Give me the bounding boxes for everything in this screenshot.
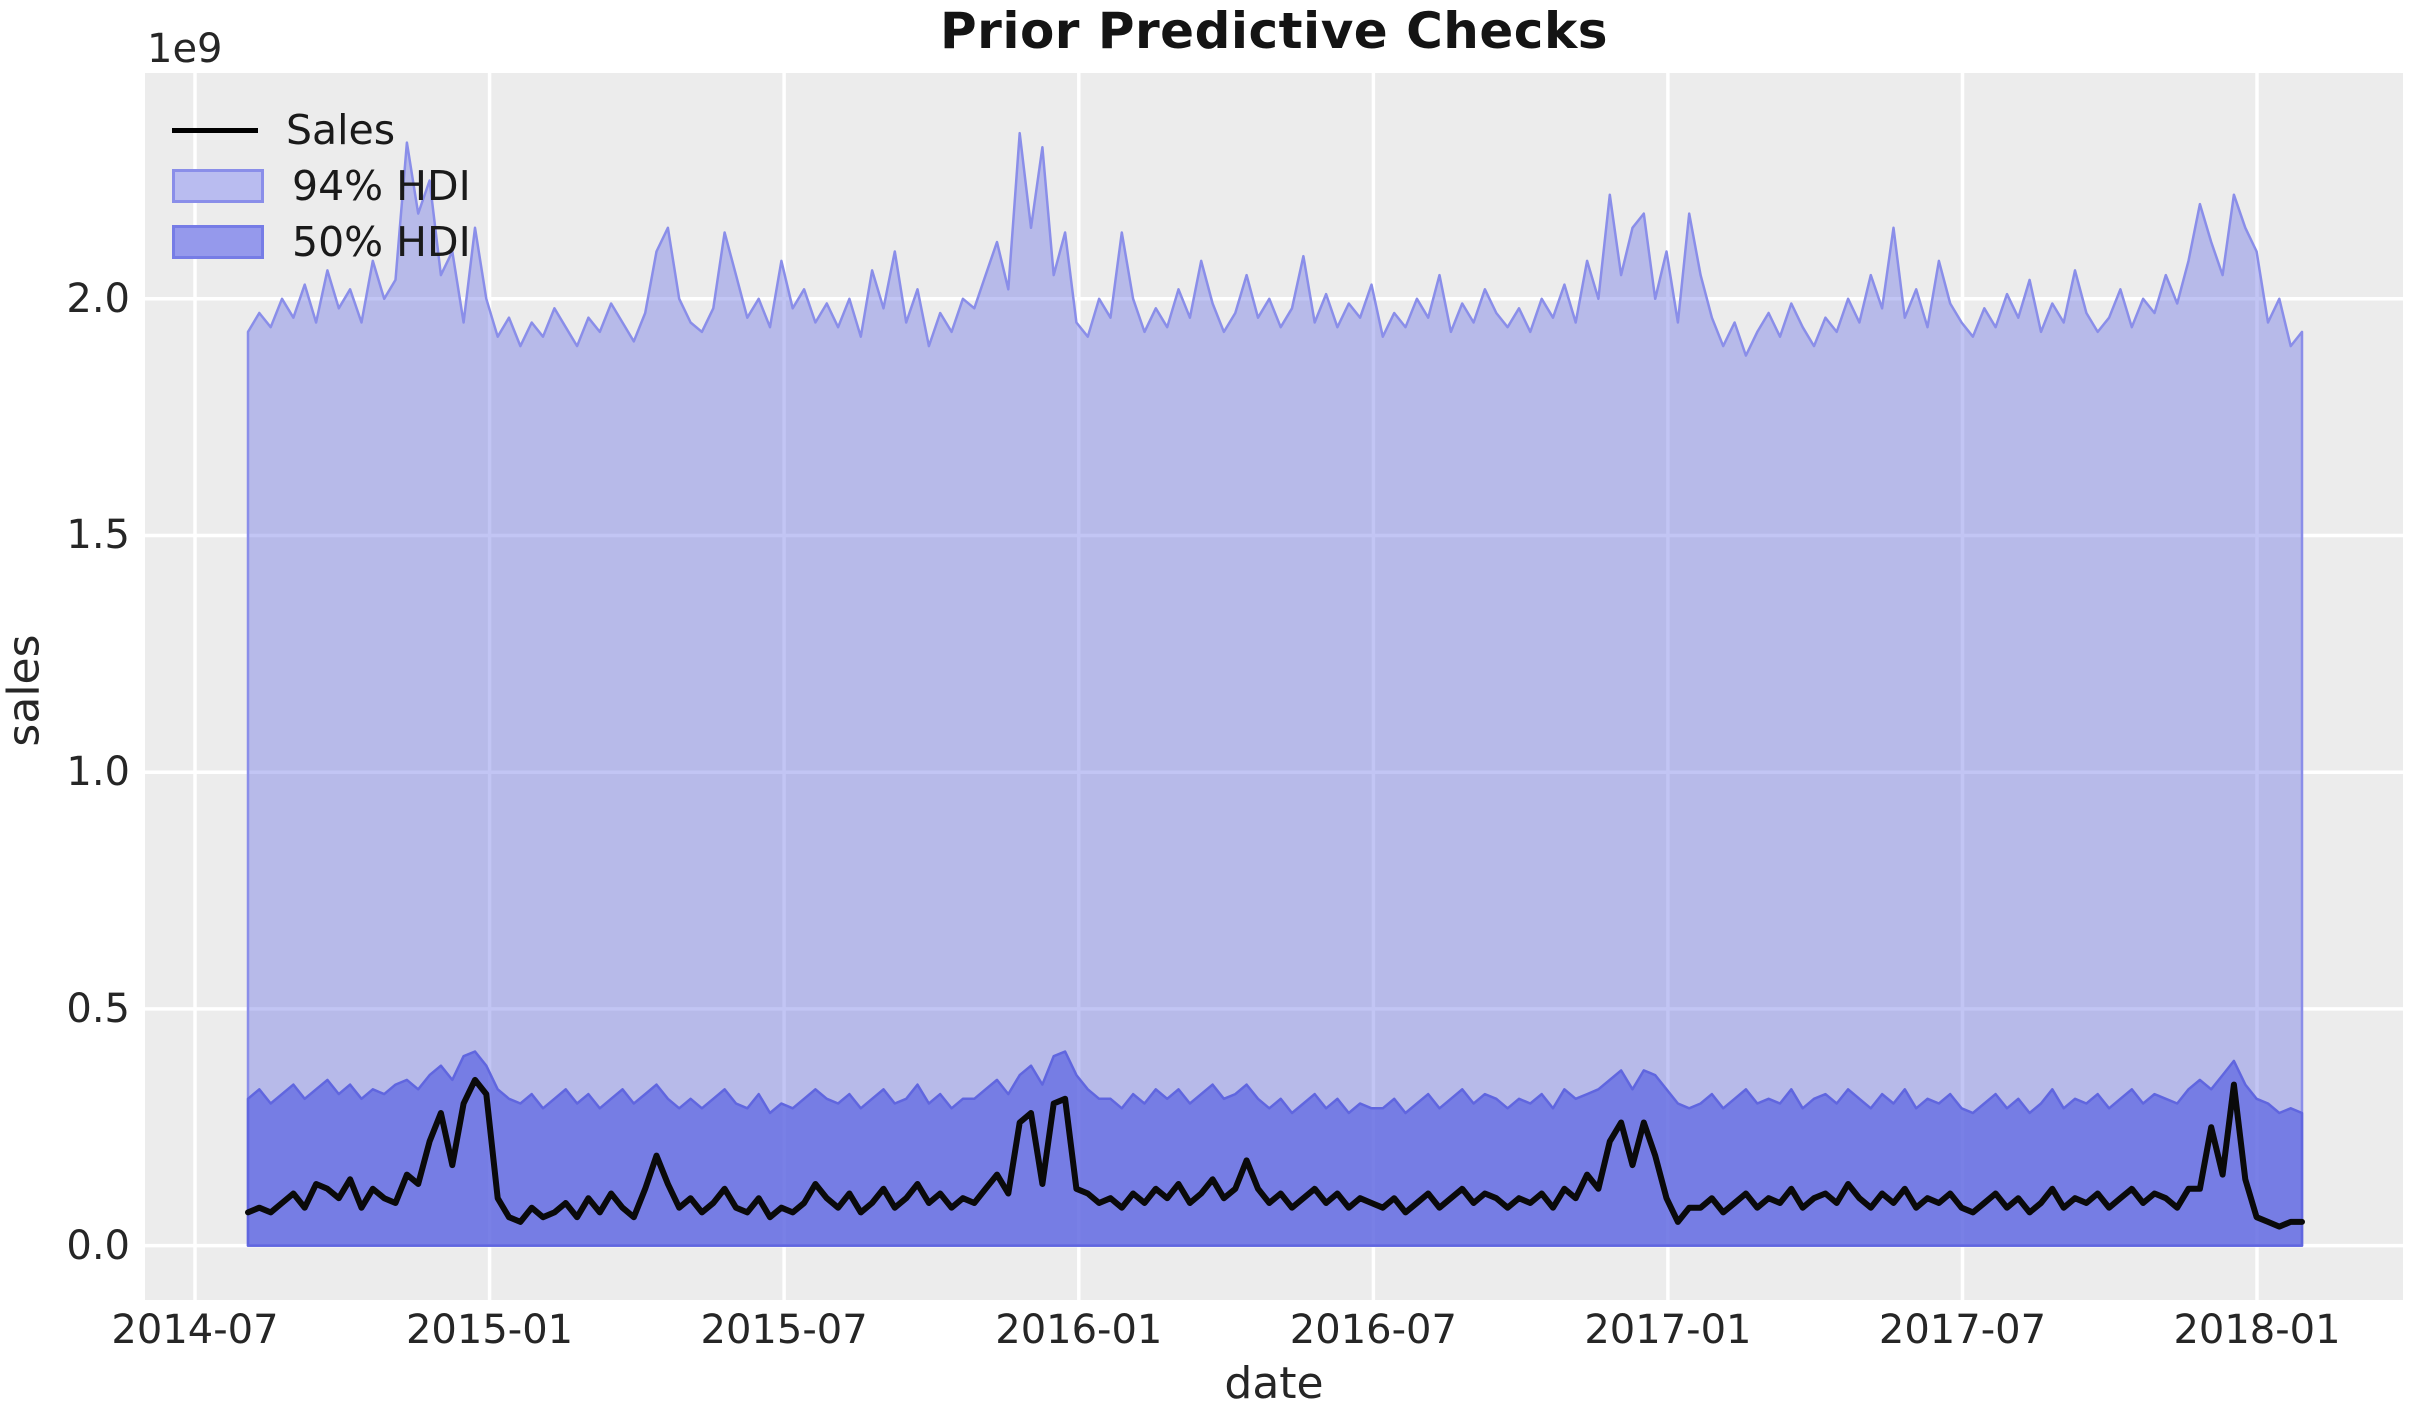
- legend-label-hdi50: 50% HDI: [292, 218, 471, 266]
- legend-item-hdi94: 94% HDI: [172, 158, 471, 214]
- legend: Sales 94% HDI 50% HDI: [172, 102, 471, 270]
- sales-line-swatch: [172, 127, 258, 133]
- y-tick-label: 0.0: [66, 1222, 130, 1269]
- plot-background: [145, 73, 2403, 1300]
- y-tick-label: 2.0: [66, 275, 130, 322]
- legend-label-hdi94: 94% HDI: [292, 162, 471, 210]
- x-tick-label: 2017-01: [1584, 1307, 1752, 1353]
- x-tick-label: 2015-01: [405, 1307, 574, 1353]
- y-tick-label: 1.0: [66, 749, 130, 796]
- x-tick-label: 2016-01: [995, 1307, 1163, 1353]
- hdi50-patch-swatch: [172, 225, 264, 259]
- y-axis-offset-label: 1e9: [147, 26, 223, 72]
- x-axis-label: date: [1224, 1358, 1324, 1409]
- y-tick-label: 0.5: [66, 985, 130, 1032]
- x-tick-label: 2017-07: [1878, 1307, 2047, 1353]
- x-tick-label: 2018-01: [2173, 1307, 2341, 1353]
- legend-item-sales: Sales: [172, 102, 471, 158]
- legend-label-sales: Sales: [286, 106, 396, 154]
- chart-title: Prior Predictive Checks: [940, 2, 1608, 60]
- hdi94-band: [246, 131, 2304, 1247]
- hdi94-patch-swatch: [172, 169, 264, 203]
- sales-line: [245, 1076, 2305, 1230]
- x-tick-label: 2015-07: [700, 1307, 868, 1353]
- x-tick-label: 2016-07: [1289, 1307, 1457, 1353]
- legend-item-hdi50: 50% HDI: [172, 214, 471, 270]
- x-tick-label: 2014-07: [111, 1307, 279, 1353]
- y-tick-label: 1.5: [66, 512, 130, 559]
